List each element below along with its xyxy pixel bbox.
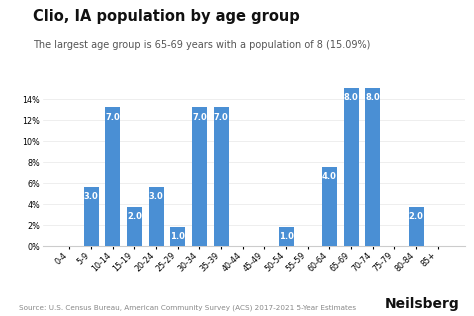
Bar: [365, 88, 380, 246]
Text: 3.0: 3.0: [149, 192, 164, 201]
Text: 2.0: 2.0: [409, 212, 424, 221]
Text: Neilsberg: Neilsberg: [385, 297, 460, 311]
Bar: [170, 227, 185, 246]
Text: 7.0: 7.0: [192, 112, 207, 122]
Text: 2.0: 2.0: [127, 212, 142, 221]
Text: 3.0: 3.0: [84, 192, 99, 201]
Text: Source: U.S. Census Bureau, American Community Survey (ACS) 2017-2021 5-Year Est: Source: U.S. Census Bureau, American Com…: [19, 305, 356, 311]
Bar: [192, 107, 207, 246]
Bar: [322, 167, 337, 246]
Bar: [279, 227, 294, 246]
Text: Clio, IA population by age group: Clio, IA population by age group: [33, 9, 300, 24]
Bar: [105, 107, 120, 246]
Bar: [213, 107, 228, 246]
Text: The largest age group is 65-69 years with a population of 8 (15.09%): The largest age group is 65-69 years wit…: [33, 40, 371, 50]
Bar: [83, 187, 99, 246]
Bar: [127, 207, 142, 246]
Text: 7.0: 7.0: [214, 112, 228, 122]
Text: 1.0: 1.0: [170, 232, 185, 241]
Bar: [409, 207, 424, 246]
Text: 7.0: 7.0: [105, 112, 120, 122]
Text: 4.0: 4.0: [322, 172, 337, 181]
Bar: [148, 187, 164, 246]
Text: 1.0: 1.0: [279, 232, 293, 241]
Text: 8.0: 8.0: [365, 93, 380, 102]
Text: 8.0: 8.0: [344, 93, 358, 102]
Bar: [344, 88, 359, 246]
